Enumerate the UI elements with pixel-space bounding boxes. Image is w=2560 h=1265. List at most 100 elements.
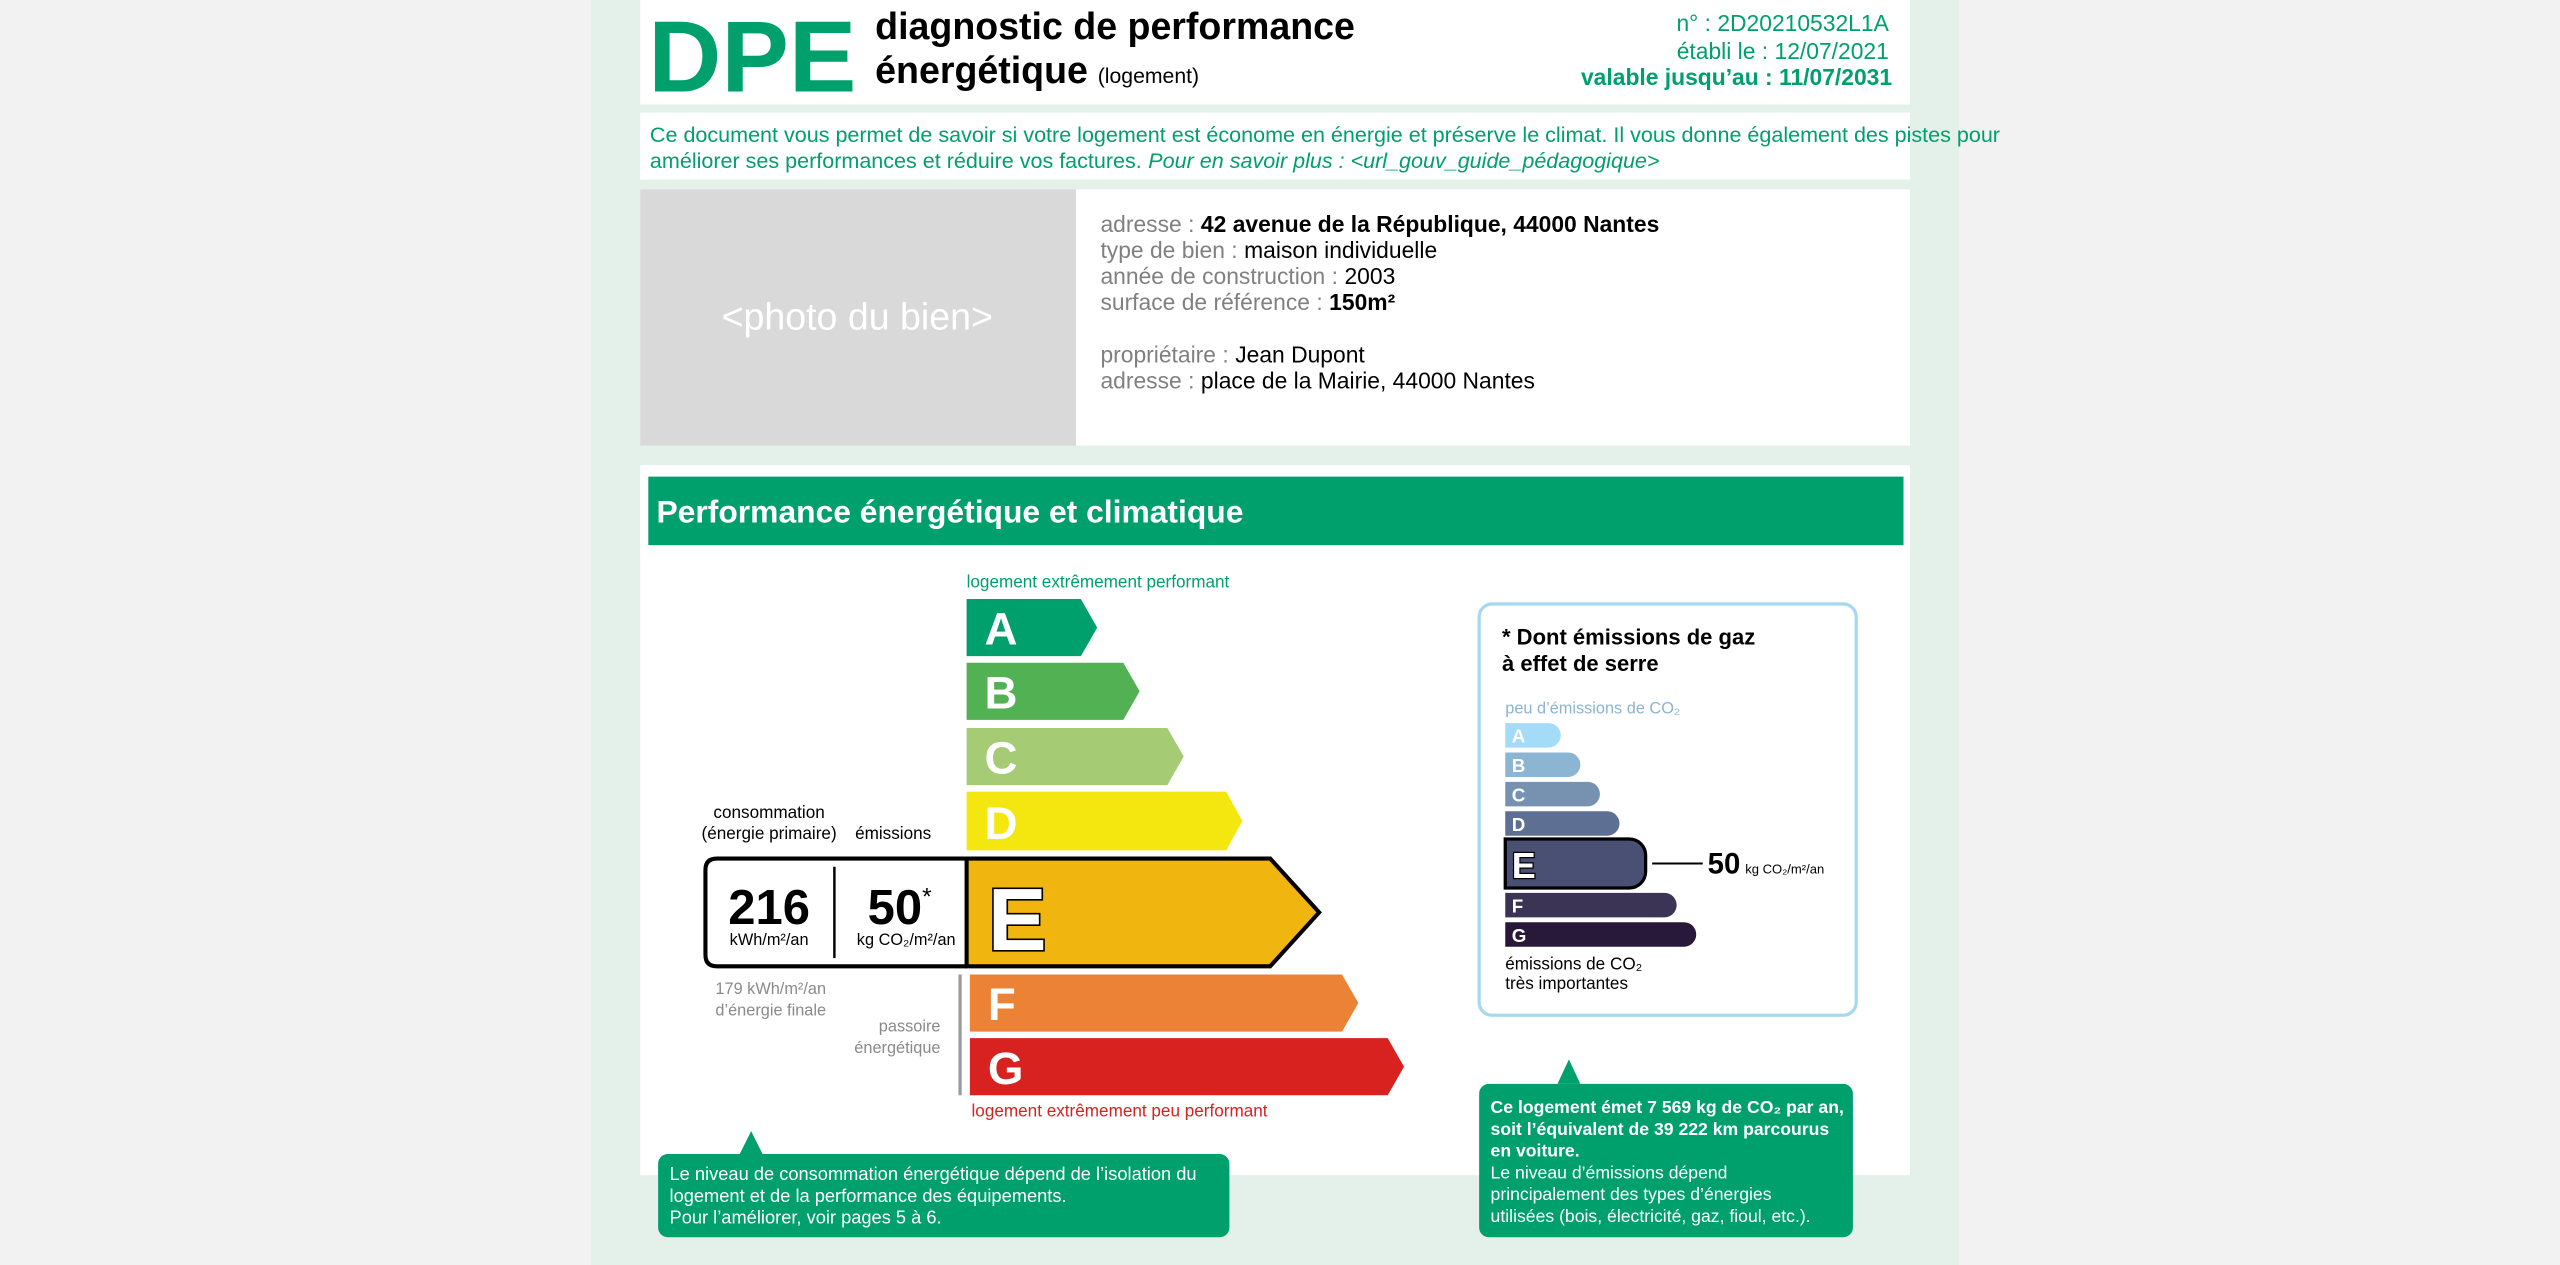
note-pointer (1557, 1059, 1581, 1084)
note-box (1479, 1083, 1853, 1238)
property-field: propriétaire : Jean Dupont (1100, 341, 1365, 367)
ghg-class-letter: F (1512, 895, 1523, 916)
field-label: surface de référence : (1100, 289, 1322, 315)
ghg-class-bar (1503, 837, 1648, 890)
intro-link: Pour en savoir plus : <url_gouv_guide_pé… (1148, 149, 1659, 173)
sieve-label: énergétique (854, 1039, 940, 1057)
energy-class-letter: D (985, 798, 1018, 849)
photo-placeholder (640, 189, 1076, 446)
energy-class-letter: C (985, 733, 1018, 784)
field-label: adresse : (1100, 367, 1194, 393)
energy-class-letter: B (985, 667, 1018, 718)
note-pointer (739, 1131, 763, 1155)
field-value: maison individuelle (1244, 237, 1437, 263)
note-line: Le niveau de consommation énergétique dé… (670, 1163, 1197, 1184)
note-line: principalement des types d’énergies (1491, 1184, 1772, 1204)
field-label: type de bien : (1100, 237, 1237, 263)
field-label: adresse : (1100, 211, 1194, 237)
energy-class-letter: G (988, 1043, 1024, 1094)
field-value: place de la Mairie, 44000 Nantes (1201, 367, 1535, 393)
energy-class-bar (966, 791, 1243, 851)
property-fields: adresse : 42 avenue de la République, 440… (1100, 211, 1659, 394)
ghg-class-letter: D (1512, 814, 1526, 835)
title-note: (logement) (1098, 65, 1199, 88)
section-title: Performance énergétique et climatique (656, 493, 1243, 529)
field-label: propriétaire : (1100, 341, 1228, 367)
energy-class-bar (966, 727, 1184, 786)
field-value: Jean Dupont (1235, 341, 1365, 367)
consumption-label: (énergie primaire) (702, 823, 837, 843)
ghg-class-letter: G (1512, 925, 1527, 946)
ghg-class-letter: B (1512, 755, 1526, 776)
energy-class-bar (966, 599, 1098, 657)
emissions-value: 50* (868, 881, 932, 935)
ghg-value: 50 kg CO₂/m²/an (1708, 847, 1825, 880)
ghg-class-bar (1505, 723, 1561, 748)
note-line: utilisées (bois, électricité, gaz, fioul… (1491, 1206, 1811, 1226)
header-box (640, 0, 1911, 105)
note-box (658, 1154, 1230, 1238)
doc-validity: valable jusqu’au : 11/07/2031 (1581, 64, 1892, 90)
energy-class-bar (964, 856, 1322, 969)
property-field: adresse : place de la Mairie, 44000 Nante… (1100, 367, 1534, 393)
ghg-class-letter: A (1512, 726, 1526, 747)
intro-text: Ce document vous permet de savoir si vot… (650, 123, 2000, 147)
note-line: soit l’équivalent de 39 222 km parcourus (1491, 1119, 1830, 1139)
note-line: Le niveau d’émissions dépend (1491, 1162, 1728, 1182)
ghg-class-letter: C (1512, 784, 1526, 805)
note-line: logement et de la performance des équipe… (670, 1185, 1067, 1206)
ghg-class-bar (1505, 752, 1581, 777)
note-line: Pour l’améliorer, voir pages 5 à 6. (670, 1207, 942, 1228)
ghg-top-label: peu d’émissions de CO₂ (1505, 699, 1680, 717)
property-field: type de bien : maison individuelle (1100, 237, 1437, 263)
title: énergétique (875, 49, 1088, 91)
emissions-unit: kg CO₂/m²/an (857, 931, 956, 949)
logo: DPE (648, 0, 856, 113)
consumption-value: 216 (728, 881, 810, 935)
property-field: année de construction : 2003 (1100, 263, 1395, 289)
ghg-bottom-label: émissions de CO₂ (1505, 954, 1642, 974)
property-field: adresse : 42 avenue de la République, 440… (1100, 211, 1659, 237)
ghg-class-bar (1505, 781, 1600, 807)
field-label: année de construction : (1100, 263, 1337, 289)
intro-box (640, 112, 1911, 180)
intro-text: améliorer ses performances et réduire vo… (650, 149, 1660, 173)
field-value: 150m² (1329, 289, 1395, 315)
intro-text: améliorer ses performances et réduire vo… (650, 149, 1142, 173)
ghg-class-letter: E (1512, 846, 1536, 886)
ghg-value: 50 (1708, 847, 1741, 880)
energy-class-bar (969, 1038, 1405, 1096)
doc-number: n° : 2D20210532L1A (1676, 10, 1889, 36)
ghg-bottom-label: très importantes (1505, 973, 1628, 993)
title: diagnostic de performance (875, 5, 1355, 47)
note-line: Ce logement émet 7 569 kg de CO₂ par an, (1491, 1097, 1844, 1117)
ghg-class-bar (1505, 892, 1677, 918)
note-line: en voiture. (1491, 1141, 1580, 1161)
ghg-class-bar (1505, 922, 1697, 947)
emissions-mark: * (922, 883, 932, 910)
final-energy: d’énergie finale (715, 1001, 826, 1019)
final-energy: 179 kWh/m²/an (715, 980, 826, 998)
ghg-title: * Dont émissions de gaz (1502, 625, 1755, 650)
field-value: 2003 (1344, 263, 1395, 289)
section-header (648, 476, 1904, 546)
energy-class-letter: F (988, 979, 1016, 1030)
scale-top-label: logement extrêmement performant (967, 572, 1230, 592)
consumption-unit: kWh/m²/an (730, 931, 809, 949)
consumption-label: consommation (713, 802, 824, 822)
sieve-label: passoire (879, 1018, 941, 1036)
doc-date: établi le : 12/07/2021 (1677, 38, 1889, 64)
energy-class-bar (966, 662, 1140, 720)
energy-note: Le niveau de consommation énergétique dé… (670, 1163, 1197, 1227)
scale-bottom-label: logement extrêmement peu performant (972, 1100, 1268, 1120)
ghg-unit: kg CO₂/m²/an (1745, 861, 1824, 876)
photo-label: <photo du bien> (722, 296, 993, 338)
field-value: 42 avenue de la République, 44000 Nantes (1201, 211, 1659, 237)
ghg-title: à effet de serre (1502, 651, 1659, 676)
emissions-value: 50 (868, 881, 922, 935)
energy-class-letter: A (985, 604, 1018, 655)
